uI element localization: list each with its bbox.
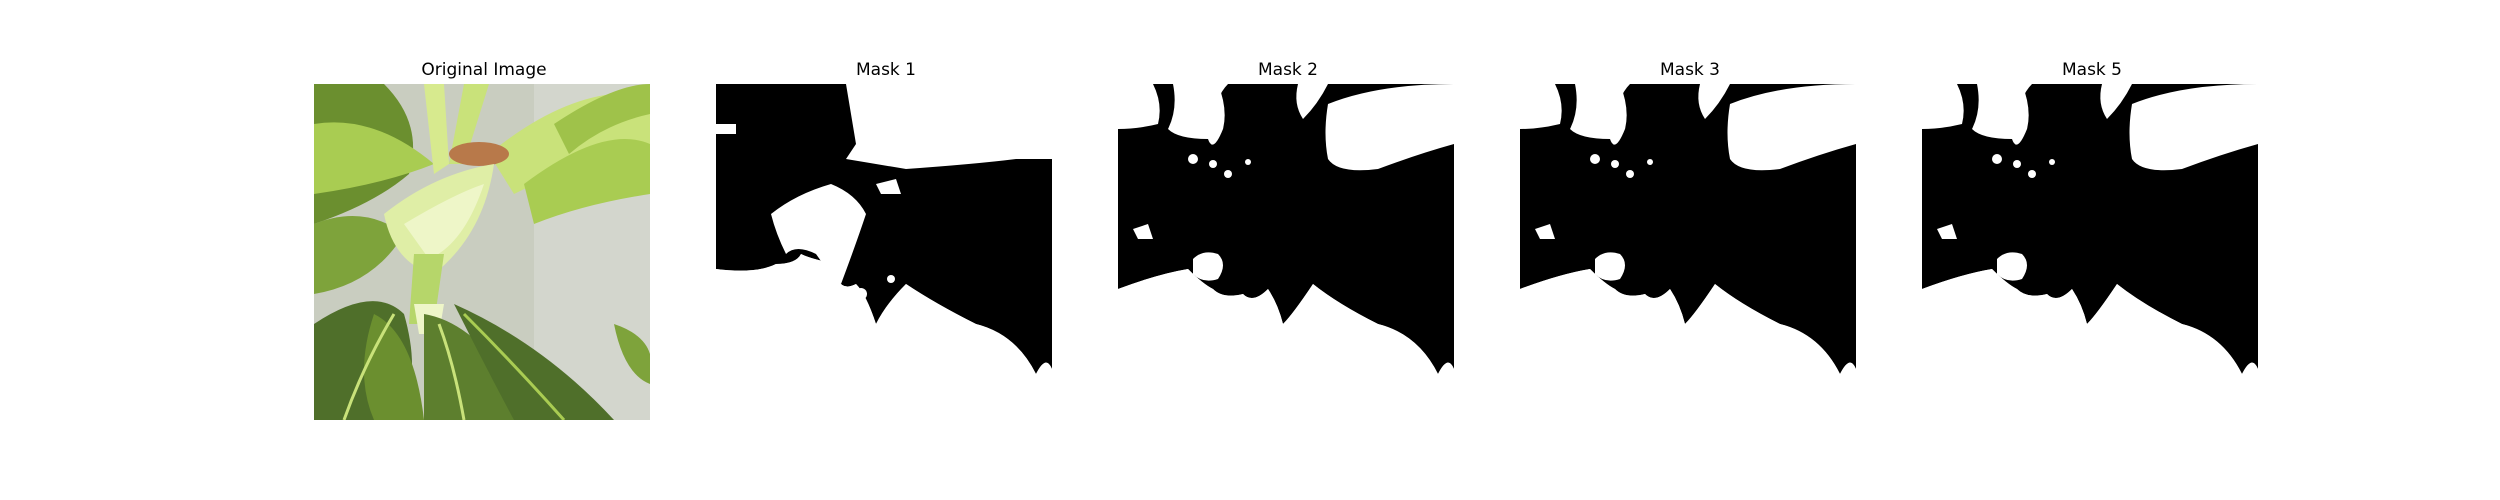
panel-mask-5: Mask 5 [1922, 58, 2262, 420]
mask-1-image [716, 84, 1052, 420]
panel-original-image: Original Image [314, 58, 654, 420]
mask-5-image [1922, 84, 2258, 420]
mask-2-image [1118, 84, 1454, 420]
panel-title: Original Image [421, 60, 547, 80]
mask-3-image [1520, 84, 1856, 420]
mask-image [716, 84, 1052, 420]
panel-mask-1: Mask 1 [716, 58, 1056, 420]
mask-image [1520, 84, 1856, 420]
mask-image [1922, 84, 2258, 420]
panel-title: Mask 1 [855, 60, 916, 80]
panel-title: Mask 5 [2061, 60, 2122, 80]
original-image [314, 84, 650, 420]
panel-mask-3: Mask 3 [1520, 58, 1860, 420]
panel-mask-2: Mask 2 [1118, 58, 1458, 420]
panel-title: Mask 3 [1659, 60, 1720, 80]
panel-title: Mask 2 [1257, 60, 1318, 80]
mask-image [1118, 84, 1454, 420]
plant-photo [314, 84, 650, 420]
